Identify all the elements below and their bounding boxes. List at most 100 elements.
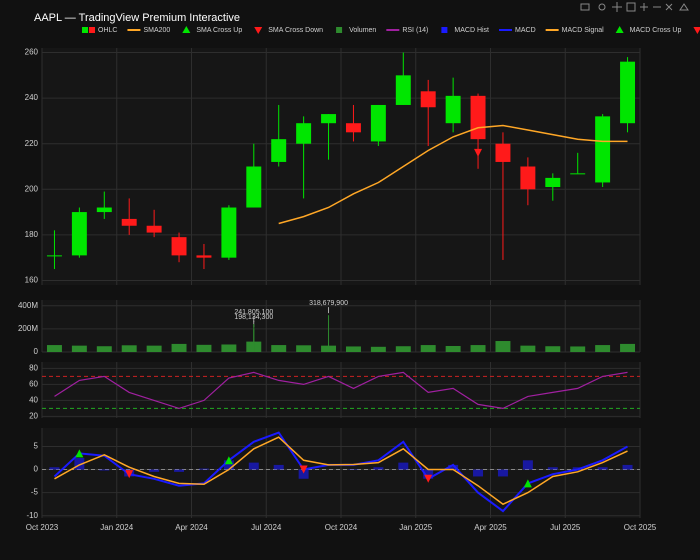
macd-hist-bar xyxy=(298,469,309,479)
macd-hist-bar xyxy=(99,469,110,471)
candle-body xyxy=(570,173,586,175)
macd-hist-bar xyxy=(522,460,533,470)
macd-hist-bar xyxy=(223,460,234,470)
legend-item: SMA200 xyxy=(127,27,170,34)
sma-line xyxy=(278,124,628,225)
macd-hist-bar xyxy=(74,458,85,470)
volume-bar xyxy=(46,345,62,352)
legend-symbol xyxy=(441,27,448,33)
legend-symbol xyxy=(254,27,263,34)
volume-bar xyxy=(296,345,312,352)
candle-body xyxy=(620,61,636,124)
macd-cross-up xyxy=(75,449,84,458)
volume-bar xyxy=(545,346,561,352)
volume-bar xyxy=(71,345,87,352)
macd-hist-bar xyxy=(448,464,459,470)
candle-body xyxy=(345,123,361,133)
legend-label: OHLC xyxy=(98,27,117,34)
y-tick-label: 260 xyxy=(25,48,39,57)
macd-cross-up xyxy=(523,479,532,488)
legend-item: MACD Cross Up xyxy=(615,26,682,34)
x-tick-label: Jan 2025 xyxy=(399,523,432,532)
candle-body xyxy=(296,123,312,144)
macd-hist-bar xyxy=(198,468,209,470)
annotation-label: 241,805,100 xyxy=(234,309,273,316)
volume-bar xyxy=(495,341,511,352)
annotation-label: 318,679,900 xyxy=(309,300,348,307)
zoom-in-icon[interactable] xyxy=(640,3,648,11)
legend-label: RSI (14) xyxy=(402,27,428,34)
candle-body xyxy=(545,177,561,188)
y-tick-label: 0 xyxy=(34,347,39,356)
reset-icon[interactable] xyxy=(679,3,689,11)
y-tick-label: 220 xyxy=(25,139,39,148)
pan-icon[interactable] xyxy=(612,2,622,12)
candle-body xyxy=(395,75,411,105)
legend-item: RSI (14) xyxy=(386,27,428,34)
legend-symbol xyxy=(89,27,95,33)
candle-body xyxy=(520,166,536,190)
y-tick-label: 60 xyxy=(29,380,38,389)
candle-body xyxy=(321,114,337,124)
legend-symbol xyxy=(693,27,700,34)
legend-item: MACD Signal xyxy=(545,27,604,34)
x-tick-label: Apr 2024 xyxy=(175,523,208,532)
volume-bar xyxy=(445,345,461,352)
chart-title: AAPL — TradingView Premium Interactive xyxy=(34,12,240,24)
macd-hist-bar xyxy=(473,469,484,477)
legend-item: MACD xyxy=(499,27,536,34)
volume-bar xyxy=(345,346,361,352)
autoscale-icon[interactable] xyxy=(665,3,673,11)
legend-symbol xyxy=(182,26,191,33)
macd-hist-bar xyxy=(547,467,558,470)
y-tick-label: 80 xyxy=(29,364,38,373)
zoom-icon[interactable] xyxy=(598,3,606,11)
volume-bar xyxy=(520,345,536,352)
volume-bar xyxy=(146,345,162,352)
macd-hist-bar xyxy=(597,467,608,470)
macd-hist-bar xyxy=(174,469,185,472)
candle-body xyxy=(171,237,187,256)
camera-icon[interactable] xyxy=(580,3,590,11)
legend-label: SMA200 xyxy=(143,27,170,34)
legend-item: SMA Cross Down xyxy=(254,27,323,34)
y-tick-label: -10 xyxy=(26,511,38,520)
x-tick-label: Jul 2024 xyxy=(251,523,282,532)
x-tick-label: Oct 2023 xyxy=(26,523,59,532)
macd-hist-bar xyxy=(622,464,633,470)
legend-label: SMA Cross Down xyxy=(268,27,323,34)
volume-bar xyxy=(121,345,137,352)
volume-bar xyxy=(620,343,636,352)
candle-body xyxy=(96,207,112,213)
candle-body xyxy=(121,218,137,226)
x-tick-label: Jan 2024 xyxy=(100,523,133,532)
macd-hist-bar xyxy=(572,467,583,470)
toolbar[interactable] xyxy=(580,2,689,12)
candle-body xyxy=(420,91,436,108)
y-tick-label: 0 xyxy=(34,465,39,474)
legend-item: MACD Cross Down xyxy=(693,27,700,34)
volume-bar xyxy=(470,345,486,352)
legend-label: Volumen xyxy=(349,27,376,34)
box-zoom-icon[interactable] xyxy=(626,2,636,12)
candle-body xyxy=(71,212,87,256)
macd-hist-bar xyxy=(497,469,508,477)
candle-body xyxy=(246,166,262,208)
candle-body xyxy=(495,143,511,162)
y-tick-label: 200M xyxy=(18,324,38,333)
legend-symbol xyxy=(615,26,624,33)
volume-bar xyxy=(595,345,611,352)
candle-body xyxy=(445,95,461,124)
rsi-line xyxy=(54,371,628,410)
x-tick-label: Jul 2025 xyxy=(550,523,581,532)
candle-body xyxy=(595,116,611,183)
legend-symbol xyxy=(336,27,343,33)
y-tick-label: 40 xyxy=(29,396,38,405)
legend-label: MACD Signal xyxy=(562,27,604,34)
x-tick-label: Apr 2025 xyxy=(474,523,507,532)
y-tick-label: 180 xyxy=(25,230,39,239)
macd-hist-bar xyxy=(423,469,434,479)
legend-label: MACD xyxy=(515,27,536,34)
legend-label: MACD Cross Up xyxy=(630,27,682,34)
